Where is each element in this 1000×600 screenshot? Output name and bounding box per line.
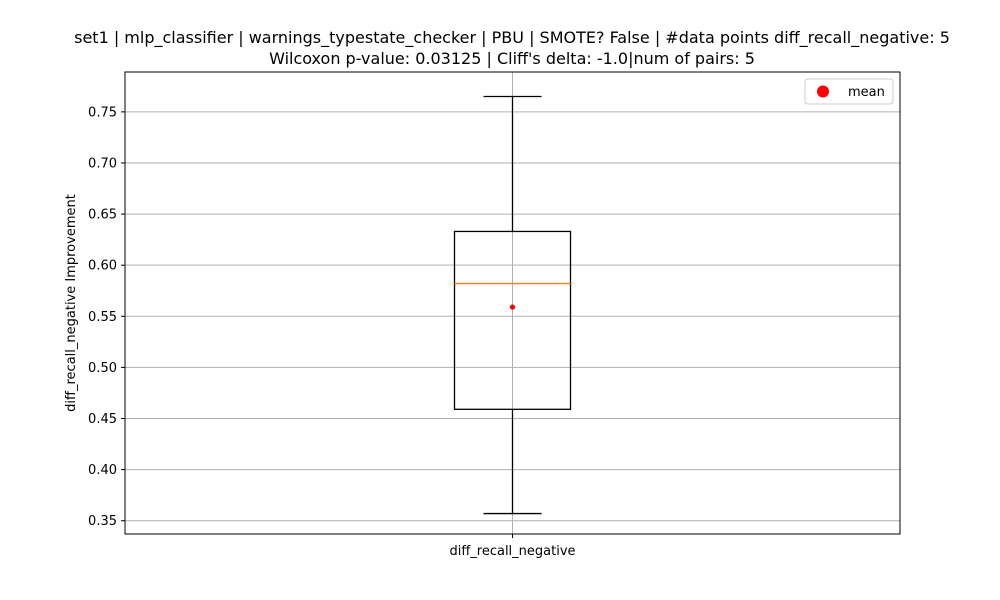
y-tick-label: 0.50 <box>88 361 117 376</box>
y-axis-label: diff_recall_negative Improvement <box>64 194 79 412</box>
y-tick-label: 0.60 <box>88 259 117 274</box>
y-tick-label: 0.55 <box>88 310 117 325</box>
y-tick-label: 0.75 <box>88 105 117 120</box>
legend-mean-marker <box>817 85 829 98</box>
plot-area <box>124 71 901 535</box>
x-axis: diff_recall_negative <box>449 534 576 559</box>
legend: mean <box>804 78 894 105</box>
y-axis: 0.35 0.40 0.45 0.50 0.55 0.60 0.65 0.70 0.75 <box>88 105 125 529</box>
chart-title: set1 | mlp_classifier | warnings_typesta… <box>74 28 950 48</box>
legend-frame <box>804 78 894 105</box>
x-tick-label: diff_recall_negative <box>449 544 575 559</box>
mean-marker <box>509 304 516 310</box>
y-tick-label: 0.35 <box>88 514 117 529</box>
chart-subtitle: Wilcoxon p-value: 0.03125 | Cliff's delt… <box>269 49 755 68</box>
y-tick-label: 0.65 <box>88 208 117 223</box>
iqr-box <box>453 230 572 410</box>
y-tick-label: 0.40 <box>88 463 117 478</box>
y-tick-label: 0.70 <box>88 156 117 171</box>
box-layer <box>453 95 572 515</box>
y-tick-label: 0.45 <box>88 412 117 427</box>
legend-mean-label: mean <box>848 85 885 100</box>
